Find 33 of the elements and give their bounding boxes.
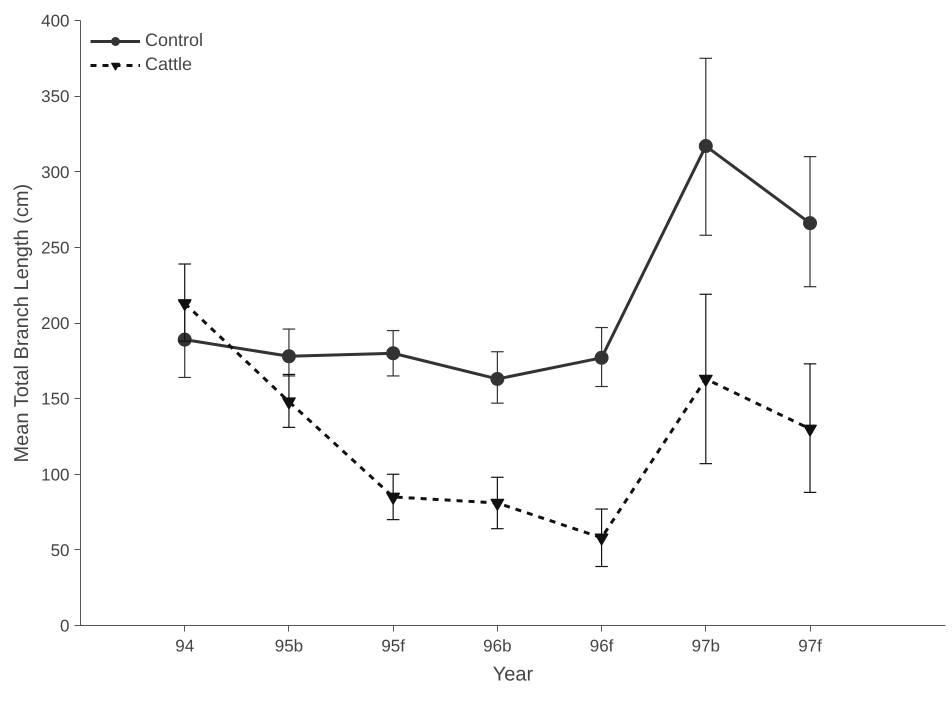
y-tick-label: 200 bbox=[41, 314, 70, 333]
x-axis-title: Year bbox=[492, 664, 534, 686]
x-tick-label: 94 bbox=[175, 636, 194, 656]
point bbox=[803, 216, 818, 230]
legend-label: Cattle bbox=[145, 54, 192, 75]
x-tick-label: 97f bbox=[798, 636, 822, 656]
point bbox=[282, 397, 296, 410]
point bbox=[698, 139, 713, 154]
x-tick-label: 95b bbox=[274, 636, 304, 656]
y-tick-label: 400 bbox=[41, 12, 70, 30]
y-tick-label: 250 bbox=[41, 238, 70, 258]
point bbox=[803, 424, 818, 437]
point bbox=[490, 372, 504, 386]
y-axis-title: Mean Total Branch Length (cm) bbox=[11, 184, 34, 463]
point bbox=[178, 299, 192, 312]
point bbox=[386, 492, 400, 505]
y-tick-label: 100 bbox=[41, 465, 70, 484]
y-tick-label: 0 bbox=[60, 616, 70, 636]
legend-label: Control bbox=[145, 30, 204, 51]
point bbox=[490, 498, 504, 511]
x-tick-label: 97b bbox=[692, 636, 720, 656]
point bbox=[386, 346, 400, 360]
y-tick-label: 300 bbox=[41, 162, 70, 182]
point bbox=[282, 349, 296, 364]
y-tick-label: 350 bbox=[41, 87, 70, 106]
point bbox=[698, 374, 713, 387]
x-tick-label: 95f bbox=[381, 636, 406, 656]
x-tick-label: 96f bbox=[590, 636, 614, 656]
x-tick-label: 96b bbox=[483, 636, 512, 656]
y-tick-label: 150 bbox=[41, 390, 70, 409]
y-tick-label: 50 bbox=[50, 540, 70, 560]
point bbox=[594, 350, 609, 365]
point bbox=[594, 534, 609, 546]
